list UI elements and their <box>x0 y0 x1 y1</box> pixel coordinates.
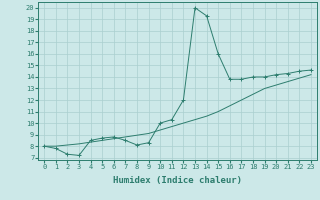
X-axis label: Humidex (Indice chaleur): Humidex (Indice chaleur) <box>113 176 242 185</box>
